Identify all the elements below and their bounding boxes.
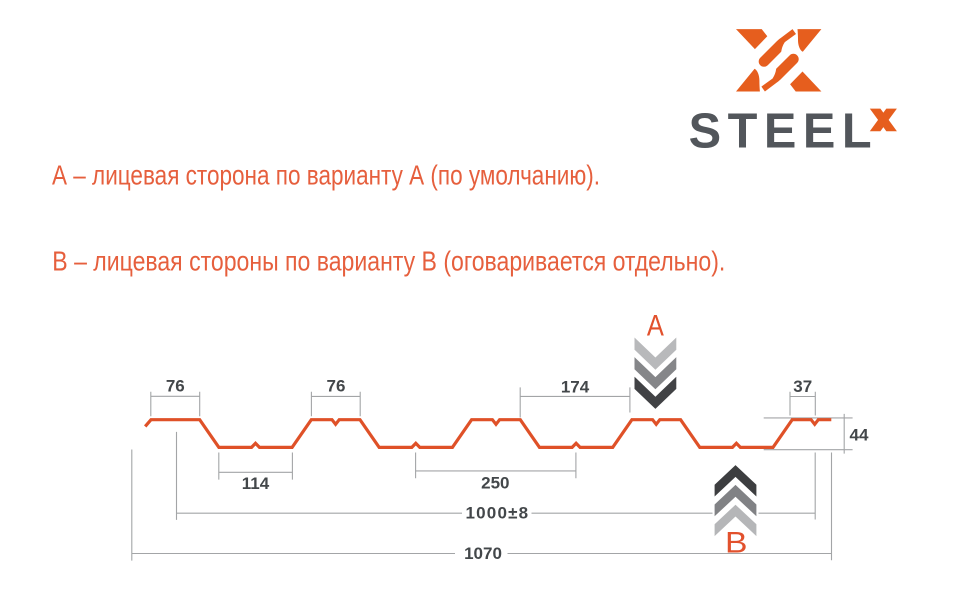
svg-text:STEEL: STEEL — [689, 105, 872, 159]
svg-text:А – лицевая сторона по вариант: А – лицевая сторона по варианту А (по ум… — [52, 159, 600, 190]
svg-text:37: 37 — [793, 377, 812, 396]
svg-text:1070: 1070 — [464, 544, 502, 563]
svg-text:А: А — [647, 309, 664, 342]
svg-text:174: 174 — [561, 377, 590, 396]
svg-text:76: 76 — [327, 377, 346, 396]
svg-text:44: 44 — [850, 425, 869, 444]
svg-text:1000±8: 1000±8 — [465, 504, 529, 523]
svg-text:76: 76 — [166, 377, 185, 396]
svg-text:114: 114 — [242, 474, 270, 493]
svg-text:В – лицевая стороны по вариант: В – лицевая стороны по варианту В (огова… — [52, 245, 725, 276]
svg-text:В: В — [725, 526, 748, 559]
svg-text:250: 250 — [481, 473, 509, 492]
